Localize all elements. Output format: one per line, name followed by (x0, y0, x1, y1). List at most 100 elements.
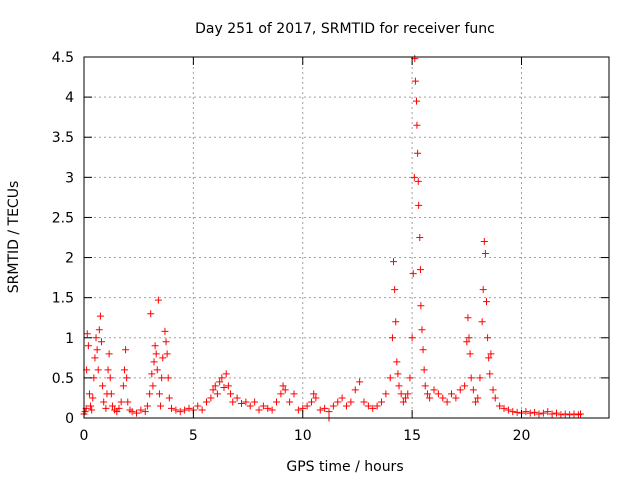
y-tick-label: 4 (65, 90, 74, 106)
data-point-plus (417, 302, 425, 310)
data-point-plus (360, 398, 368, 406)
data-point-plus (489, 386, 497, 394)
data-point-plus (83, 330, 91, 338)
data-point-plus (434, 390, 442, 398)
y-tick-label: 1 (65, 331, 74, 347)
data-point-plus (430, 386, 438, 394)
data-point-plus (172, 406, 180, 414)
data-point-plus (485, 354, 493, 362)
data-point-plus (504, 406, 512, 414)
data-point-plus (420, 366, 428, 374)
data-point-plus (539, 409, 547, 417)
data-point-plus (224, 382, 232, 390)
data-point-plus (413, 121, 421, 129)
data-point-plus (561, 410, 569, 418)
data-point-plus (176, 408, 184, 416)
y-tick-label: 4.5 (52, 50, 74, 66)
data-point-plus (124, 398, 132, 406)
data-point-plus (500, 404, 508, 412)
data-point-plus (416, 266, 424, 274)
data-point-plus (487, 350, 495, 358)
data-point-plus (410, 173, 418, 181)
data-point-plus (469, 386, 477, 394)
data-point-plus (414, 177, 422, 185)
y-axis-ticks: 0 0.5 1 1.5 2 2.5 3 3.5 4 4.5 (52, 50, 609, 427)
data-point-plus (393, 358, 401, 366)
x-axis-label: GPS time / hours (286, 459, 403, 475)
data-point-plus (391, 286, 399, 294)
data-point-plus (93, 346, 101, 354)
data-point-plus (209, 386, 217, 394)
data-point-plus (185, 404, 193, 412)
data-point-plus (479, 286, 487, 294)
data-point-plus (141, 408, 149, 416)
data-point-plus (308, 398, 315, 406)
data-point-plus (147, 310, 155, 318)
data-point-plus (105, 350, 113, 358)
data-point-plus (464, 314, 472, 322)
data-point-plus (290, 390, 298, 398)
data-point-plus (279, 382, 287, 390)
data-point-plus (570, 410, 578, 418)
y-tick-label: 0 (65, 411, 74, 427)
data-point-plus (461, 382, 469, 390)
data-point-plus (84, 342, 92, 350)
data-point-plus (463, 338, 471, 346)
x-tick-label: 10 (294, 428, 312, 444)
data-point-plus (273, 398, 280, 406)
data-point-plus (159, 354, 167, 362)
x-tick-label: 0 (80, 428, 89, 444)
data-point-plus (152, 350, 160, 358)
data-point-plus (409, 270, 417, 278)
data-point-plus (369, 404, 377, 412)
data-point-plus (213, 390, 221, 398)
data-point-plus (395, 382, 403, 390)
data-point-plus (122, 346, 130, 354)
data-point-plus (478, 318, 486, 326)
data-point-plus (220, 384, 228, 392)
data-point-plus (411, 77, 419, 85)
data-point-plus (496, 402, 504, 410)
data-point-plus (509, 408, 517, 416)
data-point-plus (164, 374, 172, 382)
data-point-plus (513, 408, 521, 416)
data-point-plus (87, 402, 95, 410)
data-point-plus (481, 250, 489, 258)
data-point-plus (329, 402, 337, 410)
data-point-plus (390, 258, 398, 266)
data-point-plus (153, 366, 161, 374)
data-point-plus (286, 398, 294, 406)
data-point-plus (161, 327, 169, 335)
data-point-plus (95, 326, 103, 334)
data-point-plus (123, 374, 131, 382)
data-point-plus (566, 411, 574, 419)
data-point-plus (242, 398, 250, 406)
data-point-plus (162, 338, 170, 346)
data-point-plus (553, 409, 560, 417)
data-point-plus (531, 408, 539, 416)
data-point-plus (216, 378, 224, 386)
data-point-plus (325, 408, 333, 416)
y-tick-label: 3 (65, 170, 74, 186)
data-point-plus (148, 370, 156, 378)
data-point-plus (421, 382, 429, 390)
data-point-plus (154, 296, 162, 304)
x-tick-label: 5 (189, 428, 198, 444)
y-tick-label: 3.5 (52, 130, 74, 146)
data-point-plus (399, 398, 407, 406)
data-point-plus (557, 411, 565, 419)
data-point-plus (397, 390, 405, 398)
x-axis-ticks: 0 5 10 15 20 (80, 57, 530, 444)
data-point-plus (338, 394, 346, 402)
data-point-plus (392, 318, 400, 326)
data-point-plus (526, 409, 534, 417)
data-point-plus (107, 390, 115, 398)
data-point-plus (151, 342, 159, 350)
data-point-plus (92, 334, 100, 342)
data-point-plus (229, 398, 237, 406)
data-point-plus (343, 402, 350, 410)
data-point-plus (88, 406, 96, 414)
data-point-plus (522, 408, 530, 416)
data-point-plus (150, 358, 158, 366)
y-axis-label: SRMTID / TECUs (6, 181, 22, 294)
